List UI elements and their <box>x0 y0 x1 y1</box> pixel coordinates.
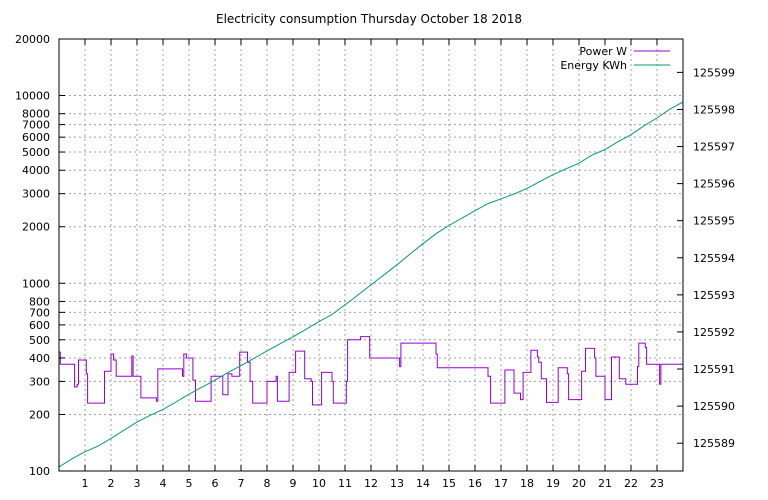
y-left-tick-label: 700 <box>29 306 50 319</box>
y-left-tick-label: 500 <box>29 334 50 347</box>
series-line-power <box>59 336 683 406</box>
y-left-tick-label: 6000 <box>22 131 50 144</box>
series-line-energy <box>58 101 684 468</box>
x-tick-label: 17 <box>494 477 508 490</box>
x-tick-label: 1 <box>82 477 89 490</box>
series-layer <box>58 101 684 468</box>
x-tick-label: 20 <box>572 477 586 490</box>
y-left-tick-label: 600 <box>29 319 50 332</box>
ticks: 1 2 3 4 5 6 7 8 9 10 11 12 13 14 15 16 17 18 19 20 21 22 23100… <box>15 33 735 490</box>
y-right-tick-label: 125589 <box>693 437 735 450</box>
x-tick-label: 2 <box>108 477 115 490</box>
x-tick-label: 11 <box>338 477 352 490</box>
y-right-tick-label: 125599 <box>693 66 735 79</box>
y-right-tick-label: 125591 <box>693 363 735 376</box>
x-tick-label: 4 <box>160 477 167 490</box>
y-left-tick-label: 100 <box>29 465 50 478</box>
x-tick-label: 6 <box>212 477 219 490</box>
y-right-tick-label: 125592 <box>693 326 735 339</box>
y-left-tick-label: 2000 <box>22 221 50 234</box>
x-tick-label: 7 <box>238 477 245 490</box>
x-tick-label: 15 <box>442 477 456 490</box>
x-tick-label: 23 <box>650 477 664 490</box>
x-tick-label: 14 <box>416 477 430 490</box>
x-tick-label: 16 <box>468 477 482 490</box>
chart-title: Electricity consumption Thursday October… <box>216 12 522 26</box>
y-right-tick-label: 125596 <box>693 178 735 191</box>
legend-label-energy: Energy KWh <box>560 59 627 72</box>
x-tick-label: 18 <box>520 477 534 490</box>
y-left-tick-label: 400 <box>29 352 50 365</box>
y-left-tick-label: 7000 <box>22 119 50 132</box>
y-left-tick-label: 300 <box>29 375 50 388</box>
y-left-tick-label: 3000 <box>22 188 50 201</box>
y-left-tick-label: 800 <box>29 295 50 308</box>
y-left-tick-label: 10000 <box>15 90 50 103</box>
y-right-tick-label: 125595 <box>693 215 735 228</box>
x-tick-label: 9 <box>290 477 297 490</box>
x-tick-label: 3 <box>134 477 141 490</box>
legend: Power W Energy KWh <box>560 45 670 72</box>
x-tick-label: 19 <box>546 477 560 490</box>
x-tick-label: 10 <box>312 477 326 490</box>
y-left-tick-label: 200 <box>29 408 50 421</box>
y-left-tick-label: 20000 <box>15 33 50 46</box>
y-right-tick-label: 125594 <box>693 252 735 265</box>
grid <box>59 39 683 471</box>
x-tick-label: 5 <box>186 477 193 490</box>
y-left-tick-label: 1000 <box>22 277 50 290</box>
x-tick-label: 13 <box>390 477 404 490</box>
y-left-tick-label: 4000 <box>22 164 50 177</box>
legend-label-power: Power W <box>579 45 627 58</box>
y-right-tick-label: 125598 <box>693 103 735 116</box>
x-tick-label: 22 <box>624 477 638 490</box>
y-right-tick-label: 125597 <box>693 141 735 154</box>
y-left-tick-label: 5000 <box>22 146 50 159</box>
y-right-tick-label: 125593 <box>693 289 735 302</box>
x-tick-label: 21 <box>598 477 612 490</box>
x-tick-label: 12 <box>364 477 378 490</box>
y-right-tick-label: 125590 <box>693 400 735 413</box>
y-left-tick-label: 8000 <box>22 108 50 121</box>
x-tick-label: 8 <box>264 477 271 490</box>
